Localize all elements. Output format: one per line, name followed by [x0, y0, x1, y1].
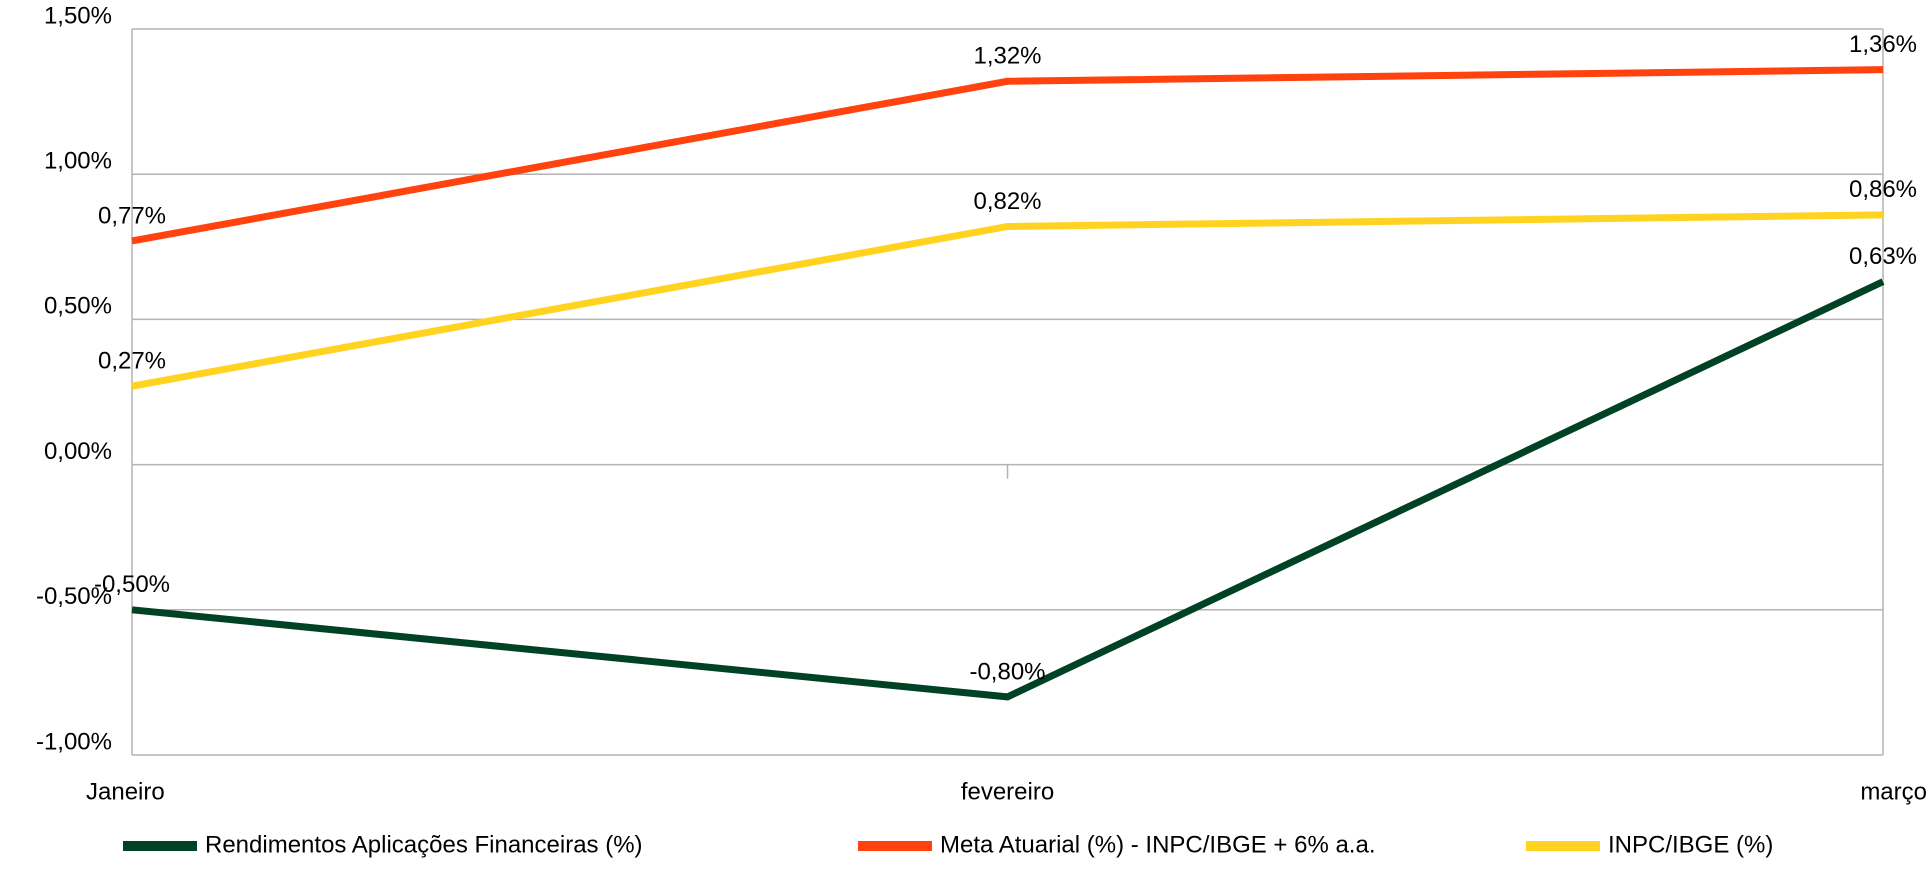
data-label: -0,80%: [969, 658, 1045, 685]
legend-label: Rendimentos Aplicações Financeiras (%): [205, 831, 643, 858]
y-tick-label: 0,50%: [44, 293, 112, 320]
x-tick-label: fevereiro: [961, 778, 1054, 805]
data-label: 0,82%: [973, 188, 1041, 215]
y-tick-label: 0,00%: [44, 438, 112, 465]
data-label: 1,36%: [1849, 31, 1917, 58]
y-tick-label: -1,00%: [36, 728, 112, 755]
legend-swatch: [123, 841, 197, 851]
data-label: 0,77%: [98, 202, 166, 229]
series-line: [131, 66, 1884, 245]
x-tick-label: Janeiro: [86, 778, 165, 805]
y-tick-label: -0,50%: [36, 583, 112, 610]
legend-label: INPC/IBGE (%): [1608, 831, 1773, 858]
series-line: [131, 278, 1885, 701]
data-label: 0,63%: [1849, 243, 1917, 270]
legend-swatch: [858, 841, 932, 851]
y-tick-label: 1,50%: [44, 2, 112, 29]
data-label: -0,50%: [94, 571, 170, 598]
data-label: 0,86%: [1849, 176, 1917, 203]
y-tick-label: 1,00%: [44, 148, 112, 175]
legend-swatch: [1526, 841, 1600, 851]
data-label: 1,32%: [973, 43, 1041, 70]
legend-label: Meta Atuarial (%) - INPC/IBGE + 6% a.a.: [940, 831, 1376, 858]
series-line: [131, 211, 1884, 390]
x-tick-label: março: [1860, 778, 1927, 805]
data-label: 0,27%: [98, 348, 166, 375]
